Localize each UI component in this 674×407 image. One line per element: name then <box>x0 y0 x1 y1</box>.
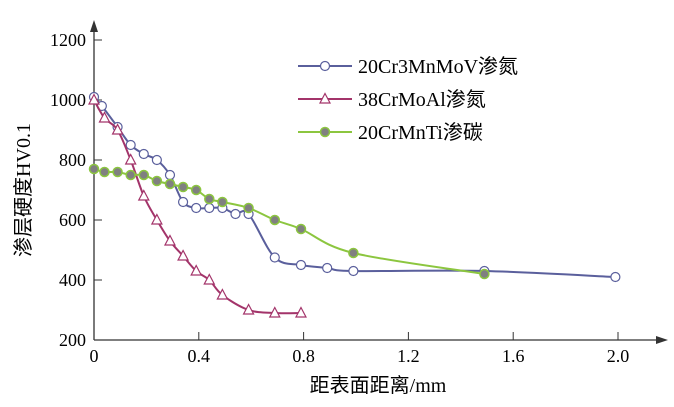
data-point-circle <box>322 262 333 274</box>
data-point-circle <box>348 265 359 277</box>
data-point-circle <box>269 252 280 263</box>
series-0 <box>88 91 621 283</box>
data-point-circle <box>138 148 149 160</box>
data-point-dot <box>138 169 150 181</box>
data-point-triangle <box>177 249 190 261</box>
legend: 20Cr3MnMoV渗氮 38CrMoAl渗氮 20CrMnTi渗碳 <box>298 55 518 144</box>
x-axis-arrow <box>656 336 668 344</box>
data-point-dot <box>177 181 189 193</box>
y-axis-label: 渗层硬度HV0.1 <box>12 123 35 257</box>
data-point-circle <box>151 154 162 166</box>
data-point-circle <box>295 259 307 271</box>
data-point-triangle <box>190 264 203 276</box>
data-point-triangle <box>124 153 137 165</box>
data-point-dot <box>99 166 110 178</box>
legend-label: 38CrMoAl渗氮 <box>358 88 486 111</box>
legend-label: 20CrMnTi渗碳 <box>358 121 483 144</box>
data-point-circle <box>177 196 189 208</box>
y-tick-label: 800 <box>59 150 86 170</box>
data-point-dot <box>319 126 331 138</box>
data-point-dot <box>151 175 163 187</box>
data-point-dot <box>88 163 100 175</box>
data-point-circle <box>319 60 331 72</box>
data-point-triangle <box>242 303 255 315</box>
y-tick-label: 600 <box>59 210 86 230</box>
data-point-dot <box>190 184 202 196</box>
data-point-triangle <box>150 213 163 225</box>
data-point-triangle <box>216 288 229 300</box>
data-point-dot <box>125 169 136 181</box>
data-point-circle <box>191 202 202 214</box>
data-point-dot <box>348 247 359 259</box>
x-tick-label: 0.4 <box>188 346 211 366</box>
x-tick-label: 0 <box>90 346 99 366</box>
data-point-triangle <box>294 306 307 318</box>
x-axis-label: 距表面距离/mm <box>310 374 447 397</box>
y-tick-label: 1200 <box>50 30 86 50</box>
legend-label: 20Cr3MnMoV渗氮 <box>358 55 518 78</box>
y-tick-label: 200 <box>59 330 86 350</box>
series-group <box>88 91 621 318</box>
y-axis-arrow <box>90 20 98 32</box>
x-tick-label: 1.6 <box>502 346 525 366</box>
x-tick-label: 0.8 <box>292 346 315 366</box>
data-point-triangle <box>319 92 331 104</box>
data-point-circle <box>164 169 176 181</box>
data-point-triangle <box>98 111 111 123</box>
y-tick-label: 400 <box>59 270 86 290</box>
x-tick-label: 1.2 <box>397 346 420 366</box>
data-point-circle <box>204 202 215 214</box>
data-point-triangle <box>137 189 150 201</box>
data-point-dot <box>204 193 215 205</box>
data-point-triangle <box>268 306 281 318</box>
y-tick-label: 1000 <box>50 90 86 110</box>
series-2 <box>88 163 490 280</box>
data-point-triangle <box>163 234 176 246</box>
axes: 0 0.4 0.8 1.2 1.6 2.0 200 400 600 800 1000 1200 <box>50 20 668 366</box>
data-point-circle <box>125 139 136 151</box>
data-point-triangle <box>88 93 100 105</box>
data-point-dot <box>217 196 228 208</box>
data-point-triangle <box>203 273 216 285</box>
data-point-dot <box>243 202 254 214</box>
data-point-dot <box>269 214 281 226</box>
data-point-dot <box>164 178 176 190</box>
x-tick-label: 2.0 <box>607 346 630 366</box>
data-point-circle <box>610 271 621 283</box>
data-point-dot <box>295 223 307 235</box>
data-point-dot <box>112 166 123 178</box>
series-1 <box>88 93 307 318</box>
data-point-circle <box>230 208 241 220</box>
data-point-dot <box>479 268 490 280</box>
data-point-triangle <box>111 123 124 135</box>
